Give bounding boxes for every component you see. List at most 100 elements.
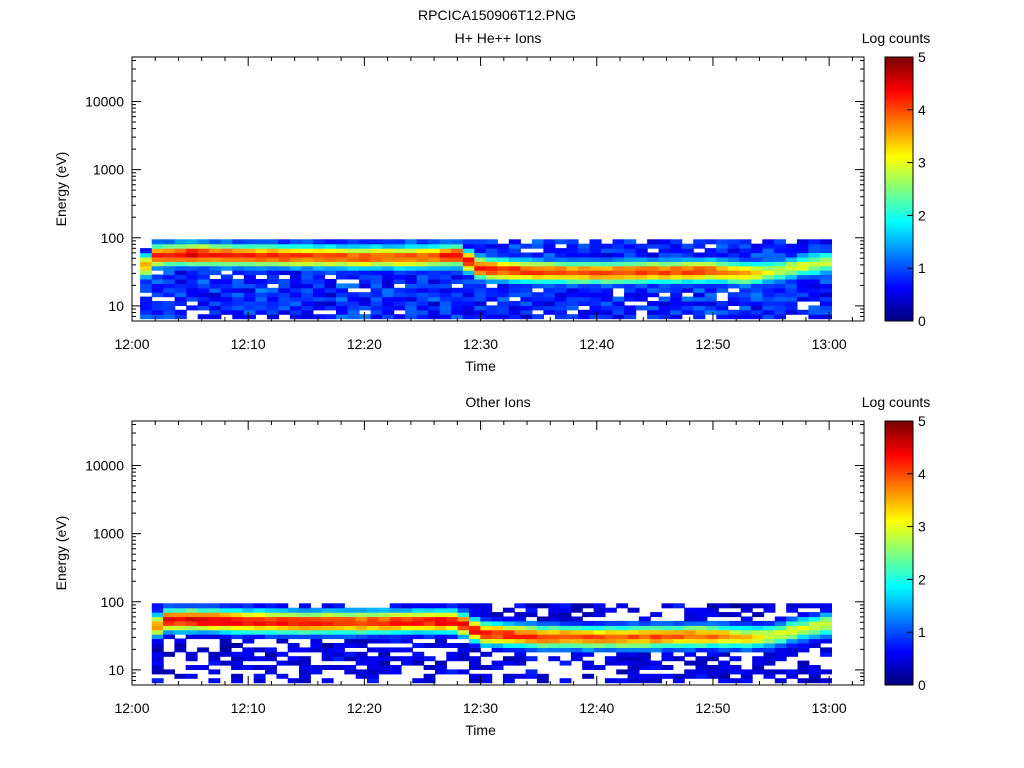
- colorbar-band: [885, 478, 913, 481]
- heatmap-cell: [197, 256, 210, 262]
- heatmap-cell: [163, 256, 176, 262]
- heatmap-cell: [435, 607, 447, 613]
- heatmap-cell: [347, 243, 360, 249]
- heatmap-cell: [197, 296, 210, 302]
- heatmap-cell: [232, 265, 245, 271]
- heatmap-cell: [554, 309, 567, 315]
- heatmap-cell: [163, 243, 176, 249]
- heatmap-cell: [491, 634, 504, 640]
- heatmap-cell: [559, 638, 572, 644]
- colorbar-band: [885, 678, 913, 682]
- heatmap-cell: [627, 625, 640, 631]
- heatmap-cell: [276, 634, 289, 640]
- heatmap-cell: [612, 261, 625, 267]
- heatmap-cell: [344, 669, 357, 675]
- heatmap-cell: [469, 638, 481, 644]
- heatmap-cell: [570, 607, 583, 613]
- heatmap-cell: [727, 296, 740, 302]
- heatmap-cell: [378, 616, 391, 622]
- heatmap-cell: [412, 620, 425, 626]
- heatmap-cell: [554, 314, 567, 320]
- heatmap-cell: [819, 270, 832, 276]
- heatmap-cell: [401, 647, 413, 653]
- heatmap-cell: [163, 314, 176, 320]
- heatmap-cell: [416, 301, 429, 306]
- heatmap-cell: [531, 252, 544, 258]
- heatmap-cell: [439, 256, 452, 262]
- heatmap-cell: [253, 603, 266, 609]
- heatmap-cell: [435, 638, 447, 644]
- heatmap-cell: [255, 270, 268, 276]
- heatmap-cell: [276, 620, 289, 626]
- heatmap-cell: [531, 256, 544, 262]
- heatmap-cell: [566, 270, 579, 276]
- heatmap-cell: [243, 296, 256, 302]
- heatmap-cell: [140, 296, 153, 302]
- heatmap-cell: [242, 629, 255, 635]
- colorbar-band: [885, 572, 913, 576]
- heatmap-cell: [785, 309, 798, 315]
- heatmap-cell: [514, 634, 527, 640]
- heatmap-cell: [378, 634, 391, 640]
- heatmap-cell: [266, 279, 279, 284]
- heatmap-cell: [554, 265, 567, 271]
- heatmap-cell: [231, 660, 243, 666]
- heatmap-cell: [370, 256, 383, 262]
- heatmap-cell: [289, 265, 302, 271]
- colorbar-band: [885, 447, 913, 451]
- heatmap-cell: [497, 243, 510, 249]
- colorbar-band: [885, 136, 913, 139]
- heatmap-cell: [514, 660, 527, 666]
- heatmap-cell: [469, 616, 481, 622]
- heatmap-cell: [287, 616, 300, 622]
- heatmap-cell: [243, 292, 256, 298]
- heatmap-cell: [367, 625, 379, 631]
- colorbar-band: [885, 526, 913, 530]
- heatmap-cell: [382, 279, 395, 284]
- heatmap-cell: [589, 309, 602, 315]
- heatmap-cell: [785, 301, 798, 306]
- heatmap-cell: [554, 274, 567, 280]
- heatmap-cell: [554, 248, 567, 254]
- heatmap-cell: [265, 665, 277, 670]
- heatmap-cell: [474, 248, 487, 254]
- heatmap-cell: [763, 673, 776, 679]
- heatmap-cell: [670, 283, 683, 289]
- heatmap-cell: [163, 248, 176, 254]
- heatmap-cell: [401, 620, 413, 626]
- heatmap-cell: [670, 287, 683, 293]
- heatmap-cell: [716, 256, 729, 262]
- heatmap-cell: [197, 607, 209, 613]
- heatmap-cell: [451, 309, 464, 315]
- heatmap-cell: [480, 620, 493, 626]
- heatmap-cell: [589, 274, 602, 280]
- colorbar-band: [885, 138, 913, 142]
- heatmap-cell: [242, 638, 255, 644]
- heatmap-cell: [706, 634, 719, 640]
- heatmap-cell: [808, 603, 821, 609]
- heatmap-cell: [543, 239, 556, 245]
- heatmap-cell: [578, 270, 591, 276]
- x-axis-label: Time: [465, 358, 496, 374]
- heatmap-cell: [405, 292, 418, 298]
- heatmap-cell: [684, 620, 697, 626]
- heatmap-cell: [255, 287, 268, 293]
- heatmap-cell: [570, 616, 583, 622]
- heatmap-cell: [265, 612, 277, 618]
- heatmap-cell: [423, 616, 436, 622]
- heatmap-cell: [313, 248, 326, 254]
- heatmap-cell: [336, 296, 349, 302]
- heatmap-cell: [324, 265, 337, 271]
- heatmap-cell: [278, 256, 291, 262]
- heatmap-cell: [658, 274, 671, 280]
- heatmap-cell: [785, 274, 798, 280]
- heatmap-cell: [820, 647, 832, 653]
- heatmap-cell: [174, 274, 187, 280]
- heatmap-cell: [232, 287, 245, 293]
- heatmap-cell: [301, 279, 314, 284]
- heatmap-cell: [497, 270, 510, 276]
- heatmap-cell: [355, 669, 368, 675]
- heatmap-cell: [796, 256, 809, 262]
- heatmap-cell: [650, 620, 663, 626]
- heatmap-cell: [301, 256, 314, 262]
